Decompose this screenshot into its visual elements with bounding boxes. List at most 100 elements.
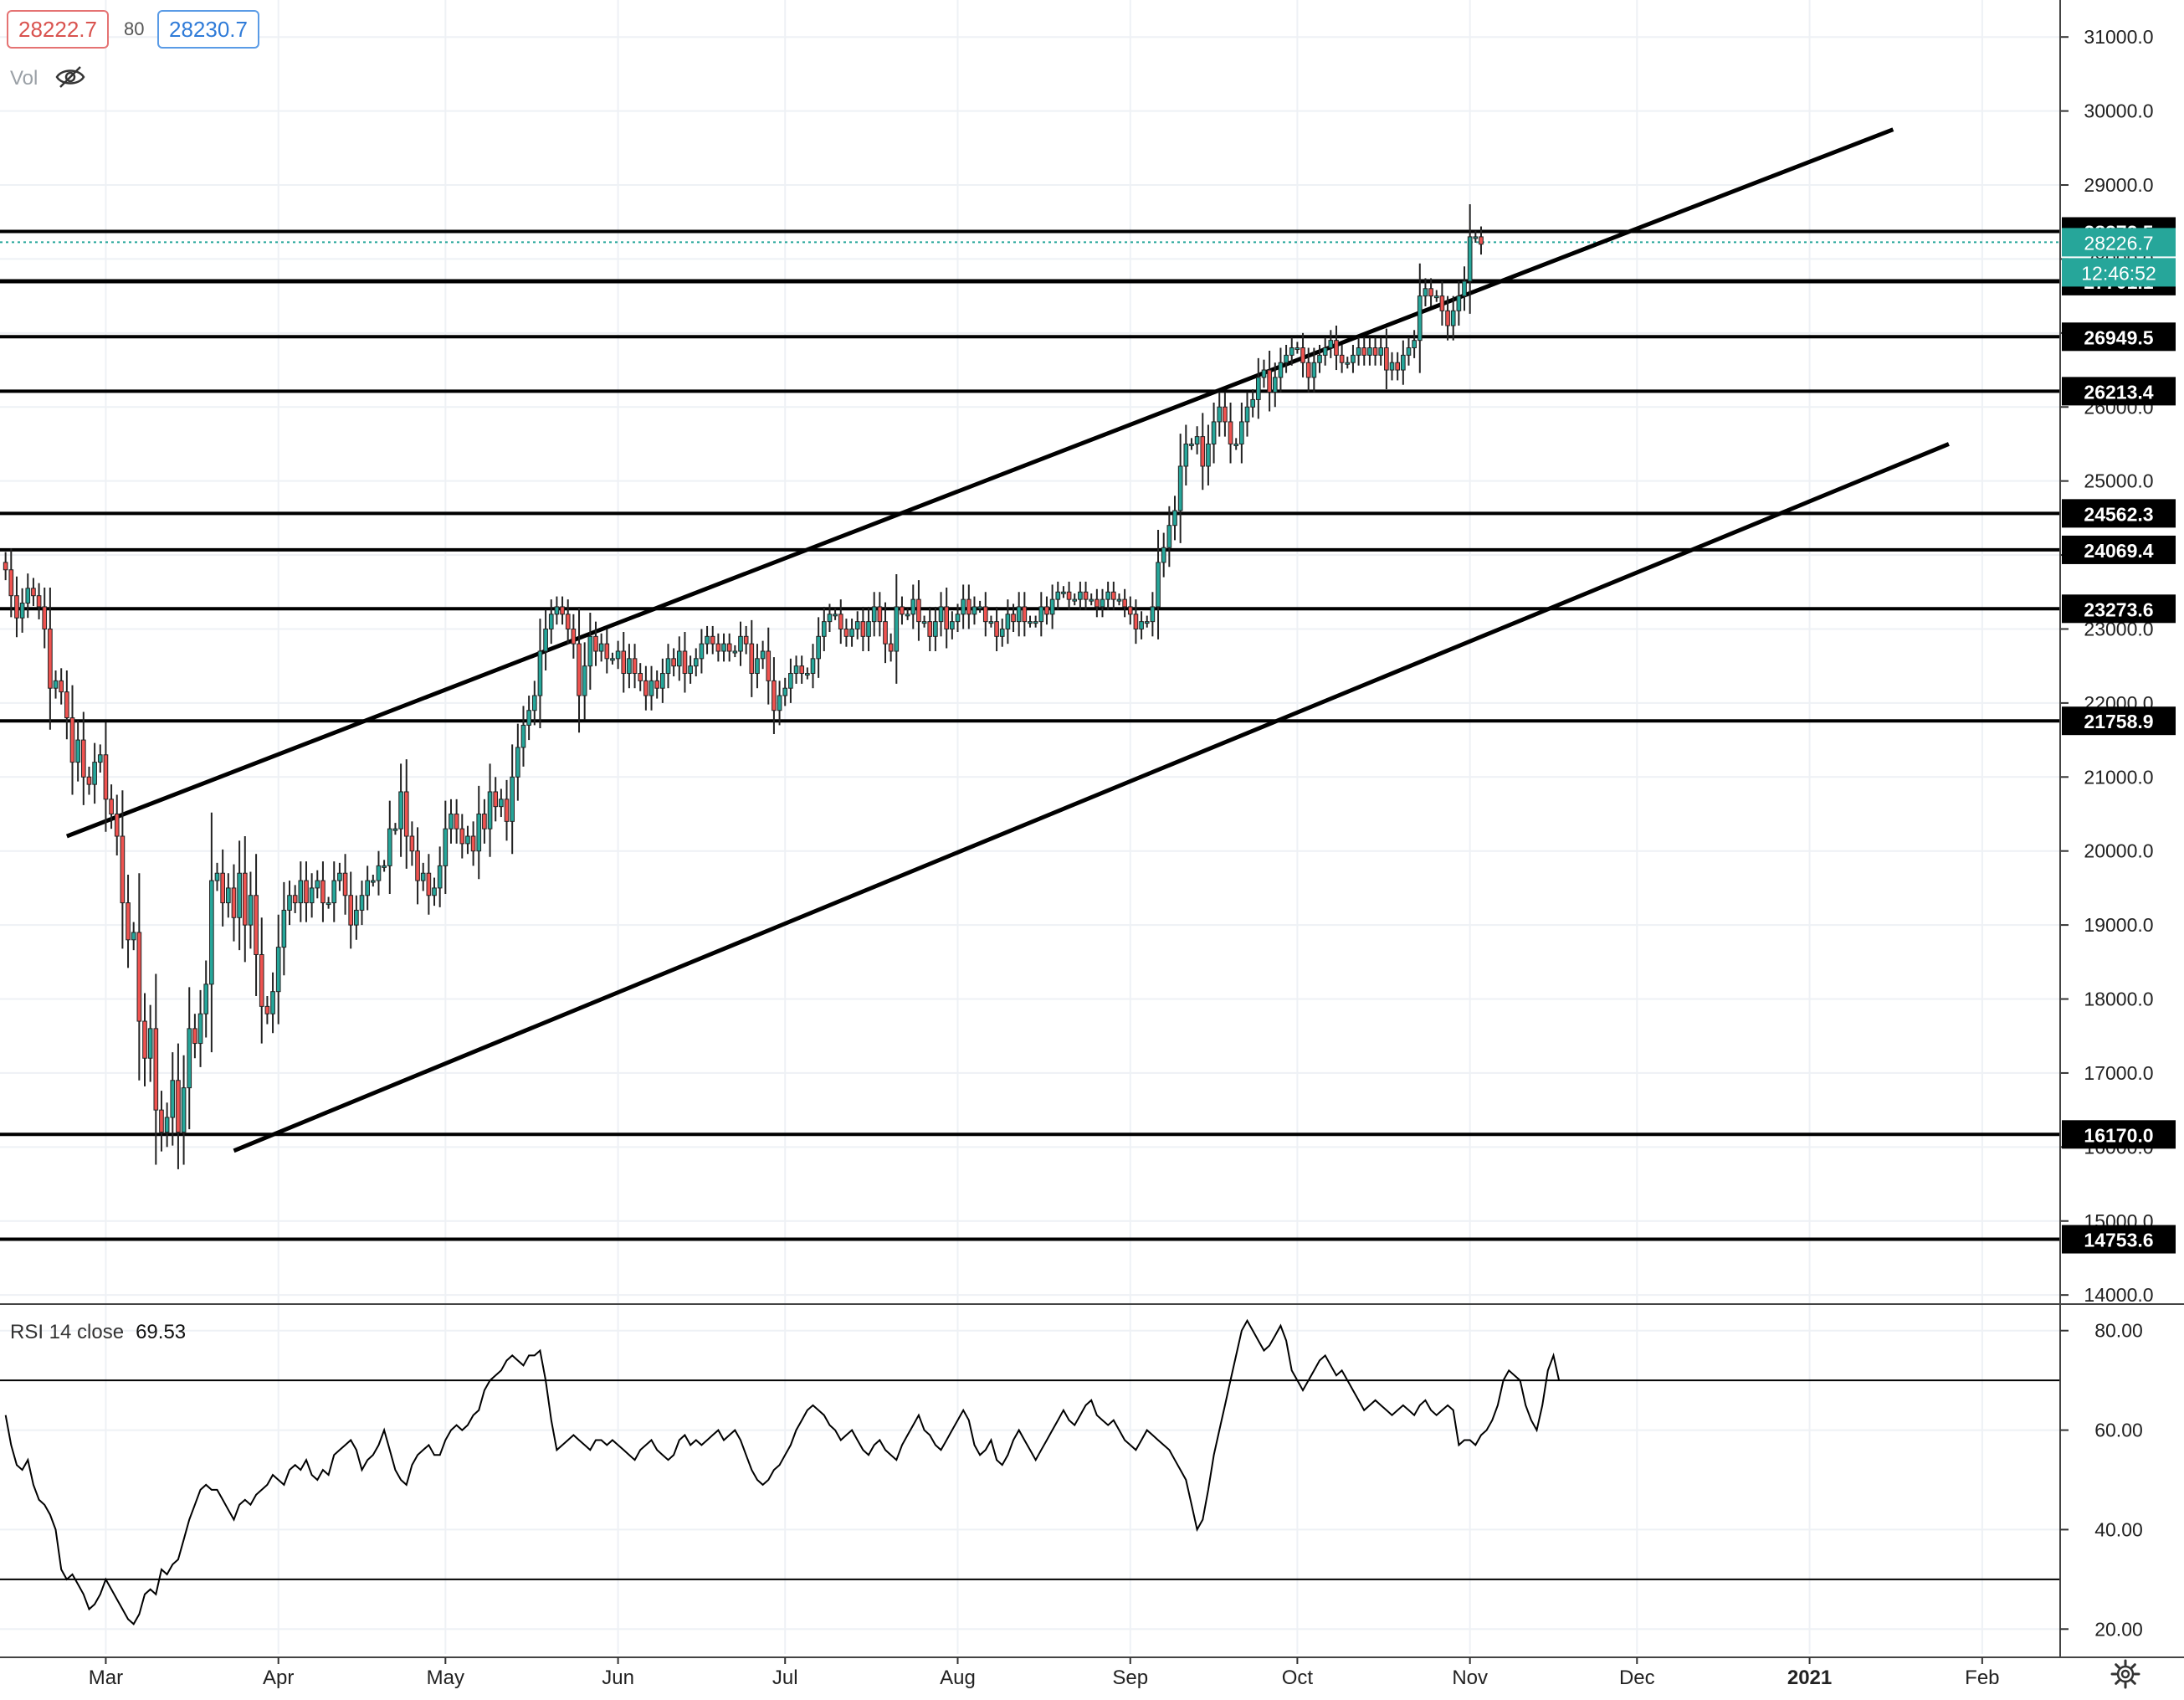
candle-body <box>504 799 510 822</box>
candle-body <box>92 762 97 785</box>
candle-body <box>192 1028 197 1045</box>
candle-body <box>793 665 799 675</box>
gear-icon[interactable] <box>2109 1657 2142 1691</box>
candle-body <box>693 658 699 667</box>
ask-price-badge[interactable]: 28230.7 <box>157 10 259 49</box>
candle-body <box>1467 236 1473 282</box>
candle-body <box>1089 598 1095 602</box>
candle-body <box>654 680 660 689</box>
candle-body <box>1284 354 1289 363</box>
candle-body <box>860 621 866 637</box>
candle-body <box>465 835 470 845</box>
candle-body <box>699 643 705 660</box>
candle-body <box>950 621 955 629</box>
candle-body <box>726 643 732 652</box>
countdown-tag-box <box>2062 258 2176 287</box>
candle-body <box>1345 362 1351 365</box>
rsi-label: RSI 14 close <box>10 1321 125 1343</box>
candle-body <box>715 643 721 652</box>
candle-body <box>938 606 944 623</box>
candle-body <box>766 650 772 681</box>
candle-body <box>1300 347 1305 363</box>
eye-slash-icon[interactable] <box>55 65 85 89</box>
candle-body <box>1305 362 1311 378</box>
time-axis-label: Aug <box>940 1667 976 1689</box>
candle-body <box>109 799 114 814</box>
candle-body <box>493 791 499 808</box>
candle-body <box>810 658 816 675</box>
candle-body <box>1295 347 1300 351</box>
candle-body <box>153 1028 159 1111</box>
rsi-legend: RSI 14 close 69.53 <box>10 1321 186 1344</box>
horizontal-levels <box>0 229 2060 1241</box>
candle-body <box>1367 347 1372 356</box>
candle-body <box>1139 621 1144 629</box>
candle-body <box>883 621 888 645</box>
candle-body <box>1244 406 1250 423</box>
price-level-tag: 24562.3 <box>2084 503 2153 525</box>
candle-body <box>420 872 426 881</box>
rsi-panel <box>0 1318 2060 1626</box>
candle-body <box>1083 591 1089 600</box>
candle-body <box>432 887 437 896</box>
candle-body <box>916 598 921 623</box>
candle-body <box>59 680 64 693</box>
candle-body <box>1417 295 1423 342</box>
candle-body <box>866 621 871 637</box>
price-axis-label: 19000.0 <box>2084 914 2153 936</box>
candle-body <box>1095 598 1100 608</box>
candle-body <box>476 814 482 852</box>
candle-body <box>1317 354 1322 363</box>
rsi-axis-label: 20.00 <box>2094 1618 2143 1640</box>
candle-body <box>961 598 966 615</box>
candle-body <box>53 680 59 689</box>
candle-body <box>1233 443 1239 446</box>
candle-body <box>387 828 392 866</box>
candle-body <box>543 628 548 652</box>
candle-body <box>1038 606 1044 623</box>
candle-body <box>526 710 531 726</box>
candle-body <box>510 776 515 822</box>
candle-body <box>25 588 31 604</box>
candle-body <box>75 739 80 763</box>
candle-body <box>877 606 883 623</box>
time-axis-label: Dec <box>1619 1667 1655 1689</box>
candle-body <box>1334 340 1339 356</box>
candle-body <box>1156 562 1161 608</box>
candle-body <box>1439 295 1445 311</box>
candle-body <box>1400 354 1406 371</box>
price-axis-label: 14000.0 <box>2084 1284 2153 1306</box>
candle-body <box>1406 347 1412 356</box>
bid-price-badge[interactable]: 28222.7 <box>7 10 109 49</box>
price-level-tag: 23273.6 <box>2084 598 2153 620</box>
candle-body <box>955 614 961 623</box>
candle-body <box>370 880 376 883</box>
candle-body <box>531 695 537 711</box>
candle-body <box>264 1005 270 1014</box>
price-axis-label: 18000.0 <box>2084 989 2153 1010</box>
price-level-tag-box <box>2062 499 2176 528</box>
candle-body <box>977 606 982 609</box>
candle-body <box>927 621 933 637</box>
candle-body <box>1428 288 1433 297</box>
candle-body <box>1228 421 1233 444</box>
candle-body <box>1150 606 1156 623</box>
candle-body <box>921 621 927 624</box>
candle-body <box>36 595 42 608</box>
candle-body <box>1016 606 1022 623</box>
candle-body <box>8 569 14 597</box>
candle-body <box>894 606 900 652</box>
candle-body <box>1022 606 1028 623</box>
price-axis-label: 30000.0 <box>2084 100 2153 122</box>
candle-body <box>499 799 504 808</box>
price-level-tag-box <box>2062 377 2176 406</box>
candle-body <box>337 872 342 881</box>
candle-body <box>443 828 449 866</box>
price-level-tag: 14753.6 <box>2084 1230 2153 1251</box>
price-level-tag-box <box>2062 535 2176 564</box>
candle-body <box>359 895 365 911</box>
candle-body <box>548 614 554 629</box>
candle-body <box>772 680 777 711</box>
